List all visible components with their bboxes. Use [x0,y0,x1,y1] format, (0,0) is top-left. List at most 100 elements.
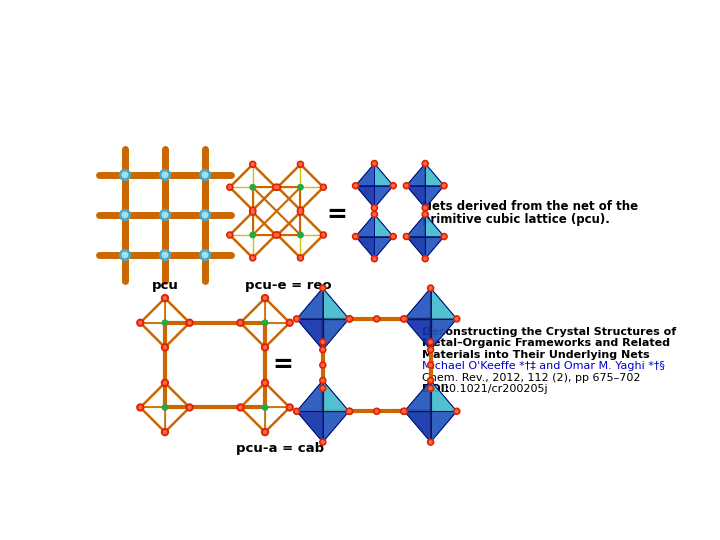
Circle shape [320,439,326,445]
Polygon shape [405,319,431,350]
Text: 10.1021/cr200205j: 10.1021/cr200205j [444,384,549,394]
Circle shape [373,213,376,215]
Circle shape [320,339,326,345]
Circle shape [295,318,298,320]
Circle shape [161,429,168,436]
Circle shape [295,410,298,413]
Polygon shape [406,214,426,237]
Circle shape [429,379,432,382]
Polygon shape [356,186,374,208]
Circle shape [120,170,130,180]
Text: Metal–Organic Frameworks and Related: Metal–Organic Frameworks and Related [422,338,670,348]
Polygon shape [406,164,426,186]
Circle shape [239,406,242,409]
Circle shape [297,207,304,213]
Circle shape [346,316,352,322]
Circle shape [400,408,407,414]
Circle shape [374,316,379,322]
Circle shape [287,404,293,411]
Circle shape [262,320,268,326]
Circle shape [374,408,379,414]
Circle shape [429,348,432,351]
Circle shape [276,234,279,237]
Circle shape [422,160,428,167]
Circle shape [202,212,207,218]
Polygon shape [374,186,393,208]
Circle shape [429,287,432,289]
Circle shape [320,285,326,291]
Circle shape [348,410,351,413]
Circle shape [320,385,326,392]
Circle shape [373,162,376,165]
Circle shape [228,234,231,237]
Polygon shape [405,288,431,319]
Text: Chem. Rev., 2012, 112 (2), pp 675–702: Chem. Rev., 2012, 112 (2), pp 675–702 [422,373,640,383]
Text: Materials into Their Underlying Nets: Materials into Their Underlying Nets [422,350,649,360]
Circle shape [403,183,410,189]
Polygon shape [297,319,323,350]
Circle shape [137,319,144,326]
Text: Nets derived from the net of the: Nets derived from the net of the [422,200,638,213]
Polygon shape [406,186,426,208]
Text: pcu-e = reo: pcu-e = reo [245,279,331,292]
Circle shape [405,184,408,187]
Circle shape [294,316,300,322]
Circle shape [264,430,266,434]
Circle shape [261,344,269,351]
Polygon shape [431,319,456,350]
Circle shape [455,318,458,320]
Circle shape [375,318,378,320]
Circle shape [422,255,428,262]
Circle shape [441,183,447,189]
Circle shape [346,408,352,414]
Text: DOI:: DOI: [422,384,449,394]
Circle shape [294,408,300,414]
Circle shape [274,186,277,188]
Circle shape [424,257,426,260]
Circle shape [120,210,130,220]
Circle shape [274,234,277,237]
Circle shape [320,184,326,190]
Circle shape [199,249,210,260]
Circle shape [162,405,168,410]
Circle shape [299,256,302,259]
Circle shape [297,255,304,261]
Circle shape [237,404,244,411]
Text: Michael O'Keeffe *†‡ and Omar M. Yaghi *†§: Michael O'Keeffe *†‡ and Omar M. Yaghi *… [422,361,665,372]
Circle shape [139,321,142,325]
Circle shape [321,441,324,443]
Polygon shape [356,164,374,186]
Circle shape [120,249,130,260]
Circle shape [428,339,433,345]
Circle shape [160,249,171,260]
Circle shape [160,210,171,220]
Circle shape [122,212,127,218]
Circle shape [299,163,302,166]
Circle shape [261,429,269,436]
Circle shape [346,316,353,322]
Circle shape [428,285,433,291]
Circle shape [264,346,266,349]
Polygon shape [297,411,323,442]
Circle shape [299,211,302,213]
Circle shape [139,406,142,409]
Circle shape [250,232,256,238]
Circle shape [372,255,377,262]
Circle shape [353,183,359,189]
Polygon shape [405,411,431,442]
Circle shape [424,213,426,215]
Polygon shape [374,214,393,237]
Circle shape [250,161,256,167]
Circle shape [320,232,326,238]
Text: Deconstructing the Crystal Structures of: Deconstructing the Crystal Structures of [422,327,676,336]
Circle shape [188,321,191,325]
Polygon shape [431,381,456,411]
Circle shape [298,232,303,238]
Polygon shape [374,237,393,259]
Circle shape [273,184,279,190]
Circle shape [299,209,302,212]
Polygon shape [431,288,456,319]
Polygon shape [323,288,349,319]
Circle shape [443,235,446,238]
Circle shape [251,163,254,166]
